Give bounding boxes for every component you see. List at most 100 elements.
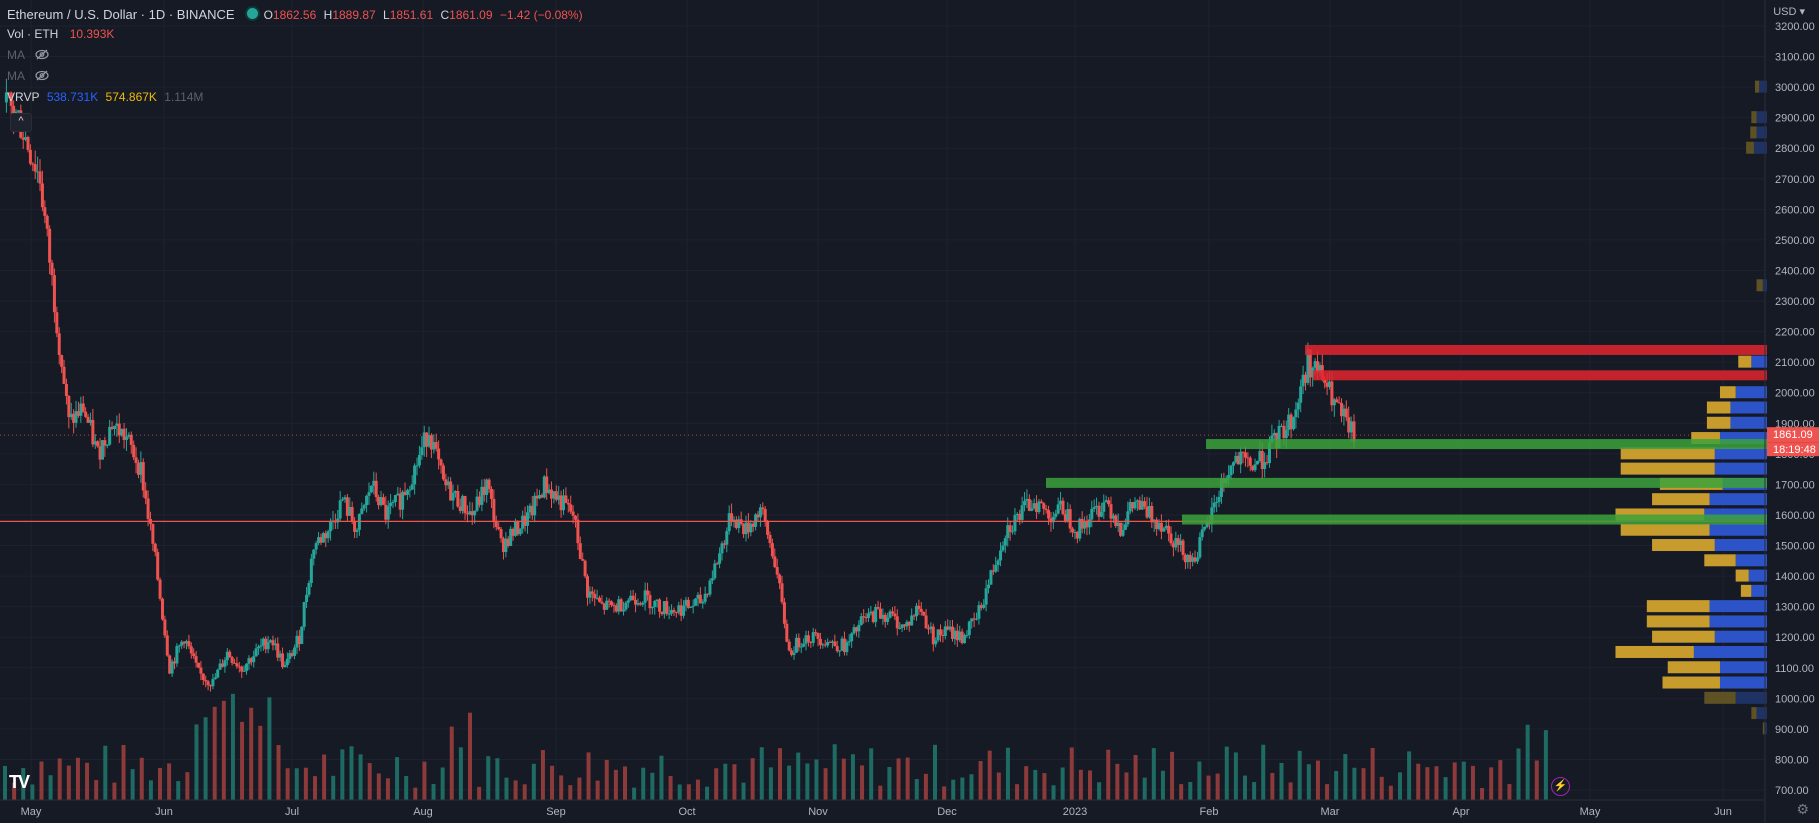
candle-body [355, 529, 359, 532]
candle-body [1011, 531, 1015, 533]
candle-body [112, 425, 116, 430]
volume-bar [1215, 773, 1220, 800]
volume-bar [39, 761, 44, 800]
candle-body [307, 582, 311, 595]
candle-body [746, 522, 750, 533]
candle-body [1198, 537, 1202, 558]
hidden-eye-icon[interactable] [35, 70, 49, 81]
volume-legend[interactable]: Vol · ETH 10.393K [7, 27, 118, 41]
volume-profile-up [1735, 691, 1767, 704]
candle-body [1155, 519, 1159, 530]
ma2-legend[interactable]: MA [7, 69, 49, 83]
candle-body [610, 601, 614, 606]
volume-bar [750, 758, 755, 800]
volume-profile-up [1719, 661, 1767, 674]
candle-body [271, 640, 275, 646]
symbol-title[interactable]: Ethereum / U.S. Dollar · 1D · BINANCE [7, 7, 235, 22]
candle-body [338, 500, 342, 519]
candle-body [165, 635, 169, 656]
candle-body [1340, 403, 1344, 417]
candle-body [602, 603, 606, 610]
candle-body [987, 584, 991, 589]
volume-bar [969, 774, 974, 800]
volume-bar [30, 784, 35, 800]
candle-body [770, 543, 774, 557]
candle-body [751, 523, 755, 527]
candle-body [648, 595, 652, 609]
candle-body [1318, 365, 1322, 373]
candle-body [1299, 386, 1303, 403]
collapse-legend-button[interactable]: ^ [10, 113, 32, 132]
volume-bar [850, 754, 855, 800]
volume-bar [695, 779, 700, 800]
candle-body [782, 602, 786, 624]
candle-body [36, 171, 40, 173]
volume-bar [787, 765, 792, 800]
symbol-legend[interactable]: Ethereum / U.S. Dollar · 1D · BINANCE O18… [7, 6, 587, 22]
candle-body [720, 543, 724, 554]
volume-profile-down [1615, 645, 1694, 658]
volume-bar [203, 717, 208, 800]
volume-bar [139, 757, 144, 800]
volume-profile-down [1756, 279, 1763, 292]
candle-body [660, 611, 664, 615]
candle-body [86, 416, 90, 423]
candle-body [509, 528, 513, 546]
price-tick-label: 2800.00 [1775, 143, 1815, 155]
volume-bar [1470, 765, 1475, 800]
candle-body [977, 605, 981, 619]
gear-icon[interactable]: ⚙ [1796, 801, 1809, 817]
candle-body [588, 591, 592, 598]
volume-bar [85, 762, 90, 800]
volume-bar [933, 744, 937, 800]
candle-body [938, 629, 942, 635]
volume-bar [759, 747, 764, 800]
hidden-eye-icon[interactable] [35, 49, 49, 60]
candle-body [1181, 540, 1185, 555]
volume-bar [340, 749, 345, 800]
time-tick-label: May [21, 806, 42, 818]
lightning-icon[interactable]: ⚡ [1551, 777, 1570, 796]
candle-body [703, 593, 707, 602]
candle-body [1236, 455, 1240, 465]
candle-body [605, 600, 609, 610]
candle-body [1147, 505, 1151, 518]
volume-bar [1233, 752, 1238, 800]
candle-body [314, 543, 318, 550]
candle-body [79, 403, 83, 416]
candle-body [785, 623, 789, 642]
candle-body [1145, 506, 1149, 518]
volume-bar [294, 768, 299, 800]
candle-body [566, 502, 570, 505]
candle-body [852, 627, 856, 634]
candle-body [586, 576, 590, 598]
candle-body [283, 665, 287, 667]
candle-body [1037, 501, 1041, 513]
candle-body [189, 646, 193, 654]
candle-body [1133, 501, 1137, 509]
candle-body [982, 604, 986, 608]
candle-body [1289, 414, 1293, 430]
volume-bar [130, 769, 135, 800]
candle-body [12, 105, 16, 118]
vrvp-legend[interactable]: VRVP 538.731K 574.867K 1.114M [7, 90, 207, 104]
candle-body [100, 440, 104, 460]
volume-bar [513, 780, 518, 800]
candle-body [1008, 525, 1012, 532]
candle-body [43, 207, 47, 216]
ma1-legend[interactable]: MA [7, 48, 49, 62]
volume-bar [1489, 767, 1494, 800]
volume-bar [1243, 775, 1247, 800]
currency-selector[interactable]: USD ▾ [1773, 6, 1805, 18]
volume-bar [1416, 763, 1421, 800]
volume-bar [167, 763, 172, 800]
volume-bar [1352, 767, 1357, 800]
candle-body [1337, 402, 1341, 404]
candle-body [1239, 451, 1243, 465]
candle-body [1284, 429, 1288, 439]
volume-bar [158, 767, 162, 800]
candle-body [240, 666, 244, 672]
candle-body [763, 509, 767, 521]
candle-body [1171, 543, 1175, 548]
